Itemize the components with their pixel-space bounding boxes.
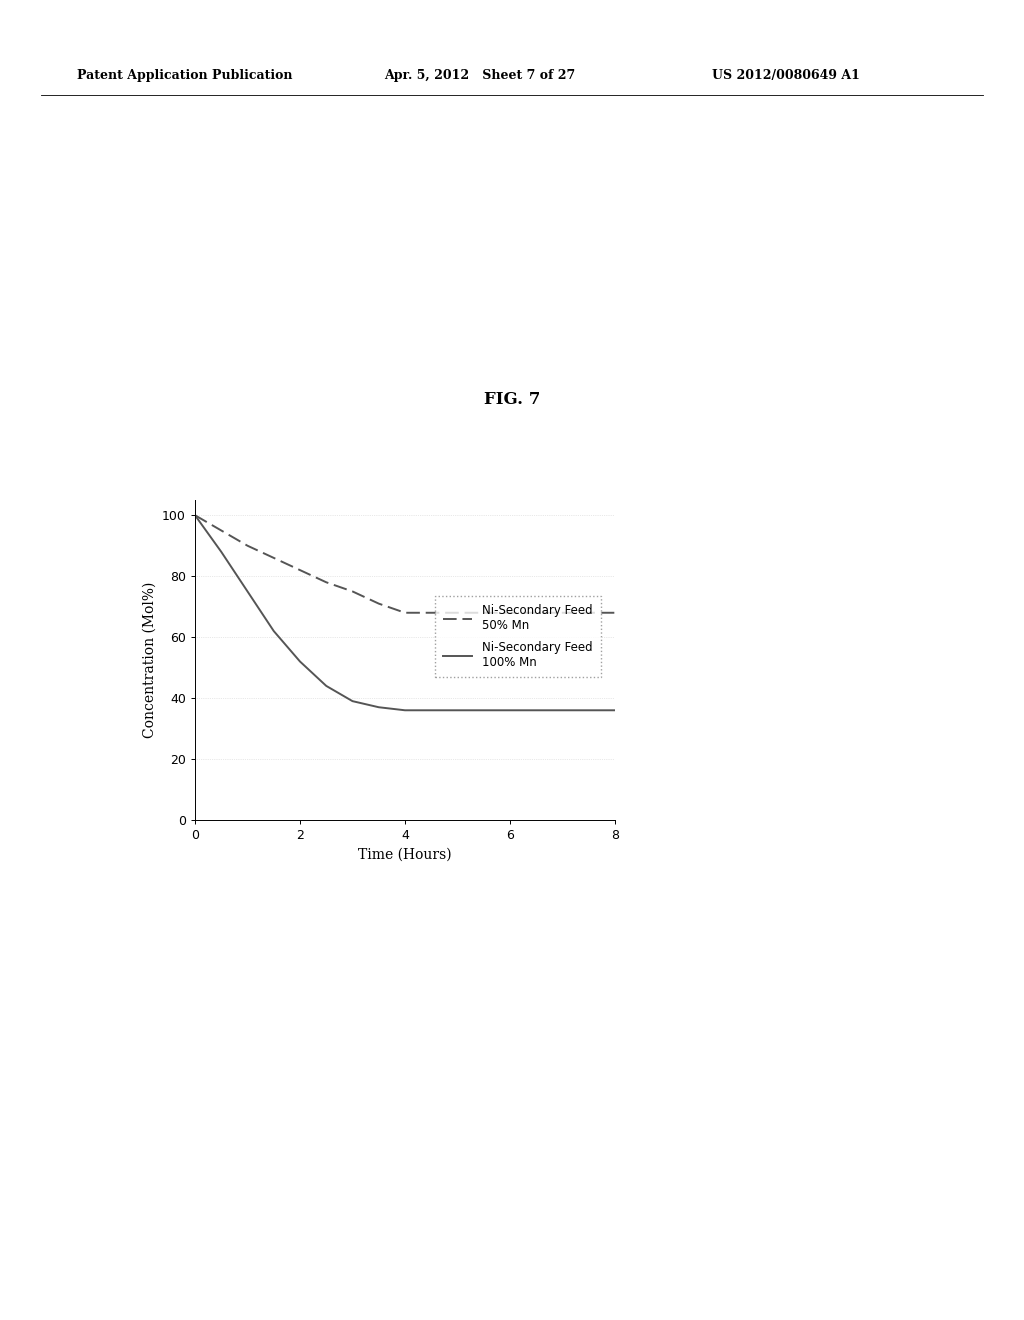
Text: Apr. 5, 2012   Sheet 7 of 27: Apr. 5, 2012 Sheet 7 of 27 bbox=[384, 69, 575, 82]
Legend: Ni-Secondary Feed
50% Mn, Ni-Secondary Feed
100% Mn: Ni-Secondary Feed 50% Mn, Ni-Secondary F… bbox=[434, 595, 601, 677]
X-axis label: Time (Hours): Time (Hours) bbox=[358, 847, 452, 862]
Y-axis label: Concentration (Mol%): Concentration (Mol%) bbox=[142, 582, 157, 738]
Text: FIG. 7: FIG. 7 bbox=[483, 392, 541, 408]
Text: Patent Application Publication: Patent Application Publication bbox=[77, 69, 292, 82]
Text: US 2012/0080649 A1: US 2012/0080649 A1 bbox=[712, 69, 859, 82]
